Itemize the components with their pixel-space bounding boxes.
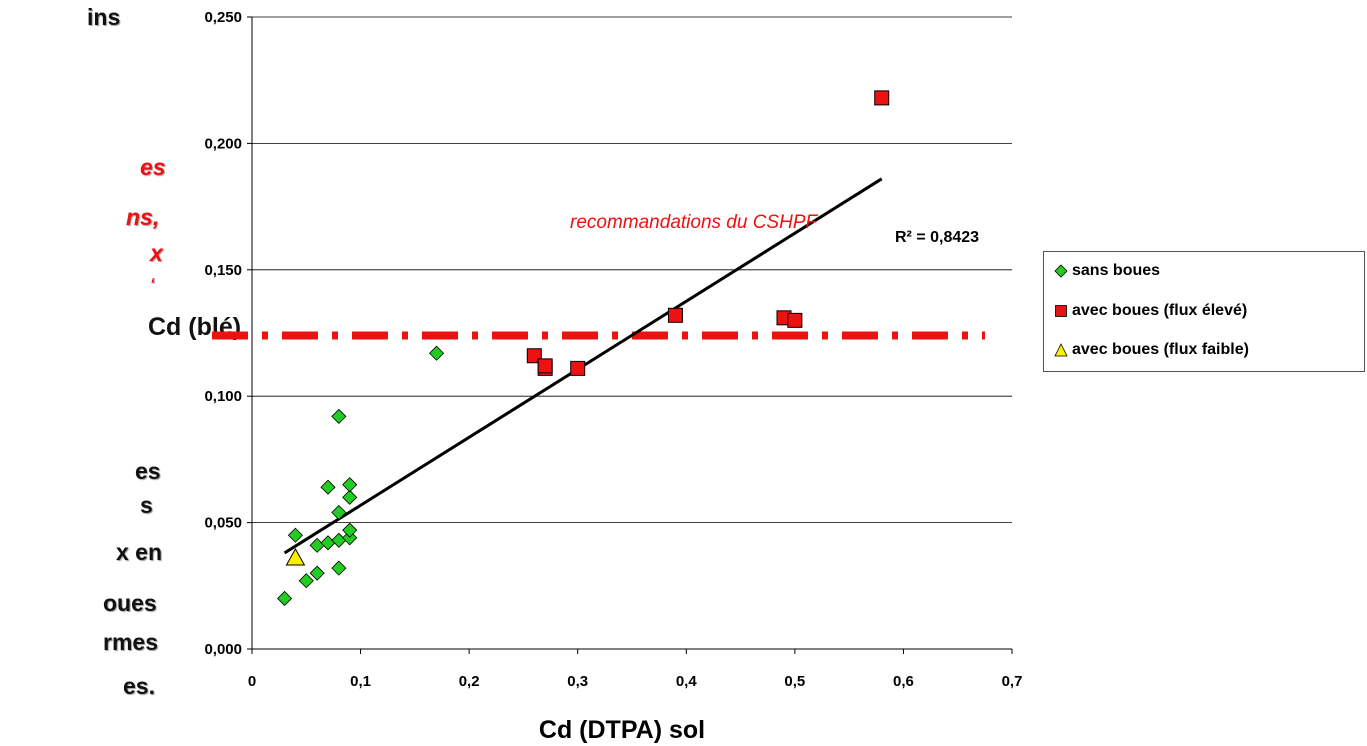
- slide-text-red-3: x: [150, 240, 163, 266]
- data-point-flux-eleve: [537, 358, 553, 374]
- data-point-flux-eleve: [787, 312, 803, 328]
- data-point-sans-boues: [331, 504, 347, 521]
- y-tick-label: 0,100: [204, 388, 242, 405]
- data-point-sans-boues: [320, 479, 336, 495]
- data-point-sans-boues: [298, 573, 314, 589]
- slide-text-red-2: ns,: [126, 204, 160, 230]
- legend-label: avec boues (flux élevé): [1072, 302, 1248, 319]
- data-point-sans-boues: [342, 477, 358, 493]
- diamond-marker-icon: [1054, 264, 1068, 278]
- data-point-sans-boues: [331, 560, 347, 576]
- data-point-flux-eleve: [667, 307, 683, 323]
- data-point-flux-faible: [285, 547, 306, 566]
- data-point-flux-eleve: [570, 360, 586, 376]
- slide-text-bottom-5: rmes: [103, 629, 158, 655]
- data-point-sans-boues: [331, 532, 347, 548]
- data-point-sans-boues: [287, 527, 303, 543]
- data-point-sans-boues: [277, 590, 293, 607]
- slide-text-bottom-2: s: [140, 492, 153, 518]
- y-tick-label: 0,200: [204, 135, 242, 152]
- x-tick-label: 0,5: [784, 673, 805, 690]
- data-point-flux-eleve: [874, 90, 890, 106]
- r-squared-label: R² = 0,8423: [895, 229, 979, 246]
- legend-item-flux-eleve: avec boues (flux élevé): [1054, 302, 1247, 320]
- chart-legend: sans boues avec boues (flux élevé) avec …: [1043, 251, 1365, 372]
- legend-item-flux-faible: avec boues (flux faible): [1054, 341, 1249, 359]
- x-tick-label: 0,4: [676, 673, 698, 690]
- data-point-sans-boues: [309, 537, 325, 553]
- slide-text-top: ins: [87, 4, 121, 30]
- y-tick-label: 0,150: [204, 262, 242, 279]
- slide-text-red-1: es: [140, 154, 166, 180]
- y-tick-label: 0,250: [204, 9, 242, 26]
- legend-label: sans boues: [1072, 262, 1161, 279]
- data-point-sans-boues: [429, 345, 445, 361]
- x-tick-label: 0,6: [893, 673, 914, 690]
- x-tick-label: 0,2: [459, 673, 480, 690]
- data-point-sans-boues: [342, 489, 358, 505]
- x-tick-label: 0,7: [1002, 673, 1023, 690]
- square-marker-icon: [1055, 305, 1067, 317]
- slide-text-red-4: ‘: [150, 276, 155, 293]
- x-tick-label: 0: [248, 673, 256, 690]
- y-tick-label: 0,050: [204, 515, 242, 532]
- data-point-sans-boues: [320, 535, 336, 551]
- triangle-marker-icon: [1054, 343, 1068, 357]
- data-point-sans-boues: [342, 522, 358, 538]
- x-tick-label: 0,1: [350, 673, 371, 690]
- data-point-sans-boues: [309, 565, 325, 581]
- slide-text-bottom-3: x en: [116, 539, 163, 565]
- slide-text-bottom-6: es.: [123, 673, 155, 699]
- data-point-sans-boues: [331, 408, 347, 424]
- slide-text-bottom-1: es: [135, 458, 161, 484]
- x-tick-label: 0,3: [567, 673, 588, 690]
- legend-label: avec boues (flux faible): [1072, 341, 1249, 358]
- data-point-sans-boues: [342, 530, 358, 546]
- reference-line-label: recommandations du CSHPF: [570, 212, 818, 233]
- legend-item-sans-boues: sans boues: [1054, 262, 1160, 280]
- slide-text-bottom-4: oues: [103, 590, 157, 616]
- y-tick-label: 0,000: [204, 641, 242, 658]
- slide-text-fragment: ins es ns, x ‘ es s x en oues rmes es.: [0, 0, 170, 746]
- x-axis-title: Cd (DTPA) sol: [539, 716, 705, 744]
